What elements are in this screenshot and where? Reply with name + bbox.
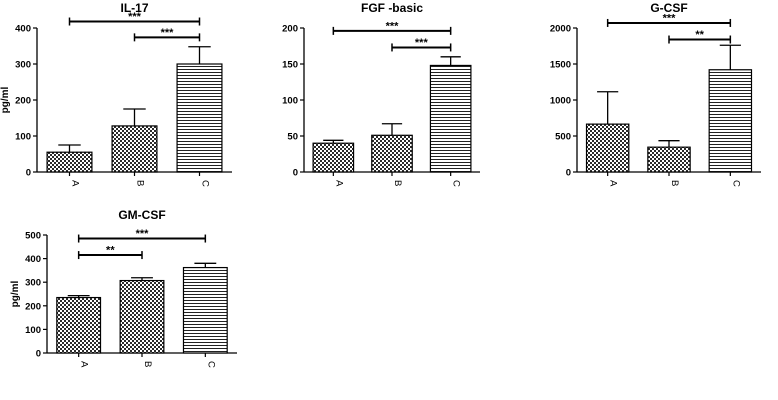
y-axis-label: pg/ml [0, 86, 11, 113]
x-tick-label: A [70, 180, 81, 187]
bar-B [647, 146, 691, 173]
x-tick-label: B [669, 180, 680, 186]
significance-label: ** [106, 245, 115, 257]
bar-C [429, 64, 472, 173]
x-tick-label: C [200, 180, 211, 187]
bar-B [111, 125, 158, 173]
y-tick-label: 1000 [550, 96, 571, 107]
y-tick-label: 100 [25, 325, 41, 336]
x-tick-label: C [205, 361, 216, 368]
y-tick-label: 200 [25, 301, 41, 312]
significance-label: *** [663, 12, 677, 24]
significance-label: *** [415, 37, 429, 49]
y-tick-label: 400 [15, 24, 31, 35]
y-axis-label: pg/ml [10, 280, 21, 307]
y-tick-label: 50 [287, 132, 298, 143]
y-tick-label: 300 [15, 60, 31, 71]
y-tick-label: 200 [282, 24, 298, 35]
chart-title: G-CSF [650, 1, 687, 15]
y-tick-label: 100 [15, 132, 31, 143]
y-tick-label: 300 [25, 278, 41, 289]
significance-label: *** [136, 228, 150, 240]
x-tick-label: B [392, 180, 403, 186]
y-tick-label: 200 [15, 96, 31, 107]
significance-label: *** [128, 11, 142, 23]
bar-C [176, 63, 223, 173]
chart-title: FGF -basic [361, 1, 423, 15]
y-tick-label: 100 [282, 96, 298, 107]
bar-C [182, 266, 228, 354]
bar-B [371, 134, 413, 173]
x-tick-label: B [142, 361, 153, 367]
chart-title: GM-CSF [118, 208, 165, 222]
bar-A [46, 151, 93, 173]
y-tick-label: 500 [25, 231, 41, 242]
y-tick-label: 400 [25, 254, 41, 265]
bar-C [708, 69, 753, 173]
y-tick-label: 0 [36, 349, 41, 360]
y-tick-label: 0 [26, 168, 31, 179]
x-tick-label: B [135, 180, 146, 186]
y-tick-label: 500 [555, 132, 571, 143]
chart-title: IL-17 [120, 1, 148, 15]
bar-A [585, 123, 630, 173]
significance-label: *** [386, 20, 400, 32]
chart-panel-1: FGF -basic 0 50 100 150 200 A B C *** *** [282, 1, 480, 187]
bar-A [56, 296, 102, 354]
x-tick-label: C [451, 180, 462, 187]
y-tick-label: 2000 [550, 24, 571, 35]
y-tick-label: 150 [282, 60, 298, 71]
significance-label: ** [695, 29, 704, 41]
x-tick-label: A [333, 180, 344, 187]
y-tick-label: 0 [566, 168, 571, 179]
x-tick-label: A [608, 180, 619, 187]
x-tick-label: A [79, 361, 90, 368]
y-tick-label: 1500 [550, 60, 571, 71]
x-tick-label: C [730, 180, 741, 187]
bar-A [312, 142, 355, 173]
y-tick-label: 0 [293, 168, 298, 179]
bar-B [119, 279, 165, 354]
chart-panel-0: IL-17 pg/ml 0 100 200 300 400 A B C *** *** [0, 1, 232, 187]
significance-label: *** [161, 27, 175, 39]
